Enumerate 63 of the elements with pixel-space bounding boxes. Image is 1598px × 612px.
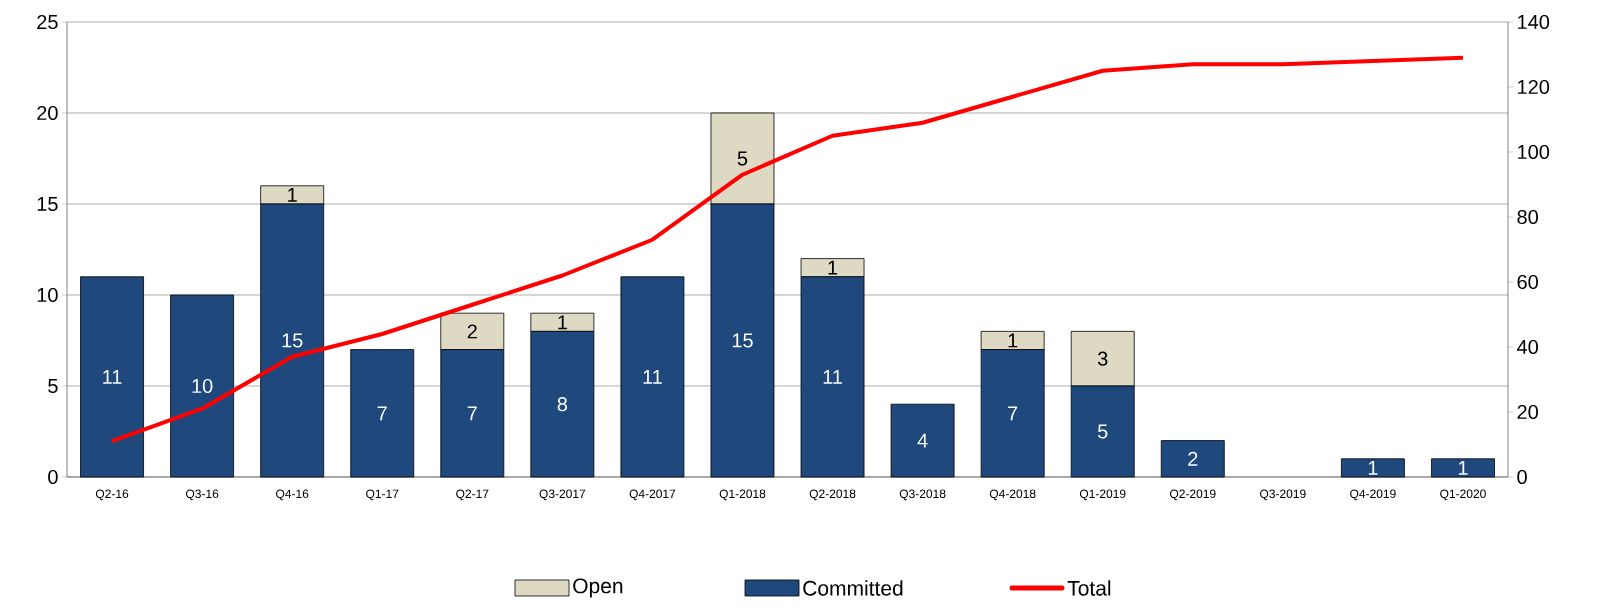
bar	[350, 349, 415, 478]
data-label: 15	[732, 333, 753, 348]
x-tick-label: Q4-2017	[629, 489, 676, 501]
y-tick-label: 5	[48, 379, 58, 393]
x-tick-label: Q4-2019	[1350, 489, 1396, 501]
y-tick-label: 10	[37, 287, 58, 303]
data-label: 2	[1188, 451, 1198, 466]
x-tick-label: Q2-16	[95, 489, 129, 501]
x-tick-label: Q4-2018	[989, 489, 1036, 501]
y2-tick-label: 140	[1518, 14, 1550, 30]
data-label: 3	[1097, 351, 1108, 366]
data-label: 7	[467, 406, 477, 421]
data-label: 1	[558, 315, 567, 330]
bar	[1340, 458, 1405, 478]
data-label: 8	[557, 397, 568, 412]
y2-tick-label: 60	[1517, 274, 1538, 290]
data-label: 5	[737, 151, 748, 166]
data-label: 11	[103, 370, 122, 384]
y-tick-label: 15	[37, 197, 58, 211]
data-label: 5	[1097, 424, 1108, 439]
legend-label: Open	[573, 578, 623, 598]
bar	[1160, 440, 1225, 478]
y2-tick-label: 20	[1517, 404, 1538, 420]
y-tick-label: 0	[48, 469, 58, 485]
bar	[170, 294, 235, 478]
data-label: 7	[1008, 406, 1018, 421]
x-tick-label: Q1-2018	[719, 489, 766, 501]
data-label: 11	[643, 370, 662, 384]
x-tick-label: Q2-17	[456, 489, 489, 501]
bar	[890, 403, 955, 478]
x-tick-label: Q2-2019	[1170, 489, 1216, 501]
data-label: 1	[288, 188, 297, 202]
data-label: 1	[828, 260, 838, 275]
legend-label: Total	[1067, 580, 1111, 596]
legend-label: Committed	[803, 580, 903, 596]
y2-tick-label: 40	[1516, 339, 1538, 355]
bar	[1431, 458, 1495, 478]
y2-tick-label: 100	[1518, 144, 1550, 160]
data-label: 2	[467, 324, 477, 339]
data-label: 11	[823, 370, 842, 384]
x-tick-label: Q1-2019	[1079, 489, 1126, 501]
data-label: 1	[1458, 461, 1468, 475]
y-tick-label: 20	[37, 105, 58, 121]
data-label: 15	[282, 333, 303, 348]
data-label: 4	[917, 433, 928, 448]
y2-tick-label: 0	[1517, 469, 1527, 485]
x-tick-label: Q2-2018	[809, 489, 856, 501]
bar	[620, 276, 685, 478]
x-tick-label: Q1-17	[366, 489, 399, 501]
data-label: 10	[192, 378, 213, 394]
y2-tick-label: 80	[1517, 209, 1538, 225]
x-tick-label: Q1-2020	[1440, 489, 1486, 501]
y-tick-label: 25	[37, 14, 58, 30]
data-label: 7	[377, 406, 387, 421]
bar	[80, 276, 144, 478]
data-label: 1	[1008, 333, 1018, 348]
x-tick-label: Q3-2019	[1260, 489, 1306, 501]
x-tick-label: Q3-2017	[539, 489, 586, 501]
x-tick-label: Q4-16	[276, 489, 309, 501]
x-tick-label: Q3-16	[186, 489, 219, 501]
y2-tick-label: 120	[1518, 79, 1550, 95]
x-tick-label: Q3-2018	[899, 489, 946, 501]
data-label: 1	[1368, 461, 1378, 475]
